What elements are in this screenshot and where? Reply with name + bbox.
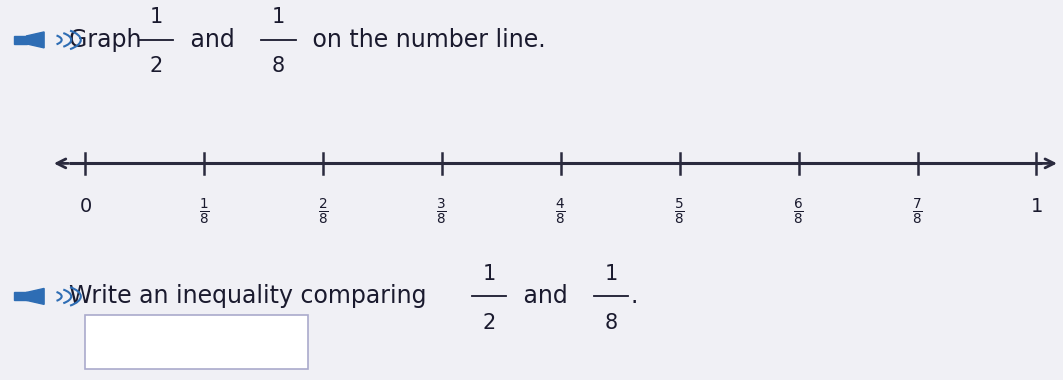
Text: and: and <box>183 28 242 52</box>
Text: $\frac{5}{8}$: $\frac{5}{8}$ <box>674 197 685 227</box>
FancyBboxPatch shape <box>14 36 27 44</box>
Text: 1: 1 <box>483 264 495 283</box>
Text: $\frac{6}{8}$: $\frac{6}{8}$ <box>793 197 804 227</box>
Text: $\frac{2}{8}$: $\frac{2}{8}$ <box>318 197 328 227</box>
Text: 1: 1 <box>150 7 163 27</box>
Text: .: . <box>630 284 638 309</box>
Text: 1: 1 <box>605 264 618 283</box>
Polygon shape <box>27 32 45 48</box>
Text: $\frac{3}{8}$: $\frac{3}{8}$ <box>437 197 448 227</box>
Text: 1: 1 <box>272 7 285 27</box>
FancyBboxPatch shape <box>85 315 308 369</box>
Text: and: and <box>516 284 575 309</box>
Text: on the number line.: on the number line. <box>305 28 545 52</box>
Text: $\frac{4}{8}$: $\frac{4}{8}$ <box>555 197 567 227</box>
Text: 8: 8 <box>272 57 285 76</box>
Text: 2: 2 <box>150 57 163 76</box>
Text: 2: 2 <box>483 313 495 333</box>
Polygon shape <box>27 288 45 304</box>
FancyBboxPatch shape <box>14 293 27 300</box>
Text: $1$: $1$ <box>1030 197 1043 216</box>
Text: $0$: $0$ <box>79 197 91 216</box>
Text: Graph: Graph <box>69 28 149 52</box>
Text: Write an inequality comparing: Write an inequality comparing <box>69 284 434 309</box>
Text: $\frac{7}{8}$: $\frac{7}{8}$ <box>912 197 923 227</box>
Text: 8: 8 <box>605 313 618 333</box>
Text: $\frac{1}{8}$: $\frac{1}{8}$ <box>199 197 209 227</box>
